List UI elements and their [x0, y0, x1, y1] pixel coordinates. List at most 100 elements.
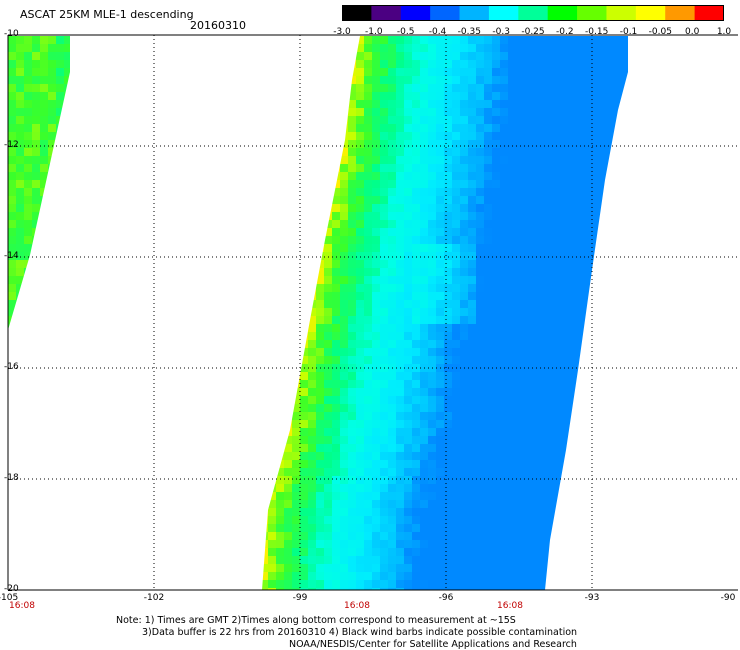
wind-cell	[468, 292, 476, 300]
wind-cell	[308, 196, 316, 204]
wind-cell	[324, 316, 332, 324]
wind-cell	[572, 212, 580, 220]
wind-cell	[404, 268, 412, 276]
wind-cell	[316, 228, 324, 236]
wind-cell	[492, 404, 500, 412]
wind-cell	[444, 92, 452, 100]
wind-cell	[396, 244, 404, 252]
wind-cell	[276, 588, 284, 590]
wind-cell	[56, 308, 64, 316]
wind-cell	[420, 76, 428, 84]
wind-cell	[316, 356, 324, 364]
wind-cell	[476, 348, 484, 356]
wind-cell	[300, 180, 308, 188]
wind-cell	[452, 452, 460, 460]
wind-cell	[556, 420, 564, 428]
wind-cell	[348, 44, 356, 52]
wind-cell	[292, 556, 300, 564]
wind-cell	[564, 388, 572, 396]
wind-cell	[48, 388, 56, 396]
wind-cell	[476, 492, 484, 500]
wind-cell	[332, 372, 340, 380]
wind-cell	[604, 324, 612, 332]
wind-cell	[284, 52, 292, 60]
wind-cell	[356, 396, 364, 404]
wind-cell	[404, 220, 412, 228]
wind-cell	[500, 460, 508, 468]
wind-cell	[516, 124, 524, 132]
wind-cell	[620, 548, 628, 556]
wind-cell	[388, 52, 396, 60]
wind-cell	[540, 532, 548, 540]
wind-cell	[276, 252, 284, 260]
wind-cell	[580, 452, 588, 460]
wind-cell	[412, 44, 420, 52]
wind-cell	[556, 76, 564, 84]
wind-cell	[56, 428, 64, 436]
wind-cell	[484, 540, 492, 548]
wind-cell	[276, 108, 284, 116]
wind-cell	[484, 532, 492, 540]
wind-cell	[484, 284, 492, 292]
wind-cell	[548, 284, 556, 292]
wind-cell	[420, 508, 428, 516]
wind-cell	[412, 412, 420, 420]
wind-cell	[396, 460, 404, 468]
wind-cell	[540, 468, 548, 476]
wind-cell	[436, 108, 444, 116]
wind-cell	[56, 84, 64, 92]
wind-cell	[40, 52, 48, 60]
wind-cell	[284, 172, 292, 180]
wind-cell	[540, 380, 548, 388]
wind-cell	[412, 444, 420, 452]
wind-cell	[452, 460, 460, 468]
wind-cell	[428, 492, 436, 500]
wind-cell	[404, 372, 412, 380]
wind-cell	[16, 236, 24, 244]
wind-cell	[372, 412, 380, 420]
wind-cell	[276, 132, 284, 140]
wind-cell	[316, 180, 324, 188]
wind-cell	[284, 348, 292, 356]
wind-cell	[572, 340, 580, 348]
wind-cell	[556, 388, 564, 396]
wind-cell	[500, 588, 508, 590]
wind-cell	[428, 452, 436, 460]
wind-cell	[572, 188, 580, 196]
wind-cell	[620, 236, 628, 244]
wind-cell	[32, 316, 40, 324]
wind-cell	[284, 492, 292, 500]
wind-cell	[436, 180, 444, 188]
wind-cell	[484, 428, 492, 436]
wind-cell	[580, 292, 588, 300]
wind-cell	[396, 348, 404, 356]
wind-cell	[56, 420, 64, 428]
wind-cell	[356, 140, 364, 148]
wind-cell	[262, 204, 268, 212]
wind-cell	[332, 572, 340, 580]
wind-cell	[468, 284, 476, 292]
wind-cell	[16, 100, 24, 108]
wind-cell	[508, 356, 516, 364]
wind-cell	[348, 100, 356, 108]
wind-cell	[516, 412, 524, 420]
wind-cell	[316, 172, 324, 180]
wind-cell	[276, 68, 284, 76]
wind-cell	[380, 324, 388, 332]
wind-cell	[612, 316, 620, 324]
wind-cell	[484, 116, 492, 124]
wind-cell	[372, 108, 380, 116]
wind-cell	[436, 332, 444, 340]
wind-cell	[308, 580, 316, 588]
wind-cell	[396, 444, 404, 452]
wind-cell	[404, 84, 412, 92]
wind-cell	[612, 52, 620, 60]
wind-cell	[48, 372, 56, 380]
wind-cell	[48, 76, 56, 84]
wind-cell	[484, 148, 492, 156]
wind-cell	[396, 84, 404, 92]
wind-cell	[332, 340, 340, 348]
wind-cell	[284, 460, 292, 468]
wind-cell	[40, 388, 48, 396]
wind-cell	[596, 548, 604, 556]
